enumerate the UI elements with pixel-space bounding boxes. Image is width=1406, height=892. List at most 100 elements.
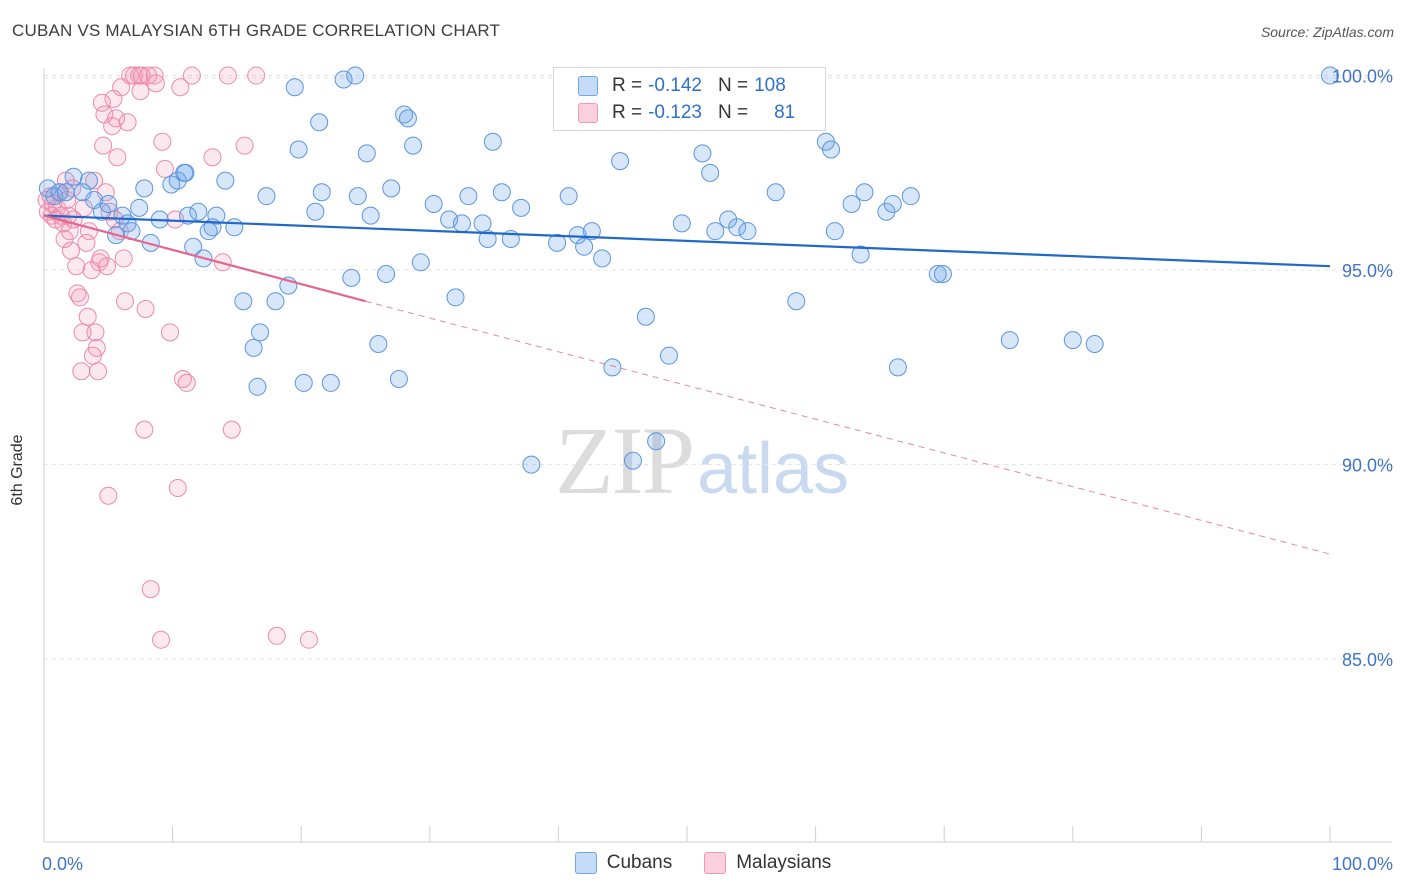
malaysian-point: [135, 420, 154, 439]
cuban-point: [179, 206, 198, 225]
malaysian-point: [155, 159, 174, 178]
cuban-point: [706, 222, 725, 241]
cuban-point: [492, 183, 511, 202]
malaysian-point: [92, 93, 111, 112]
malaysian-point: [77, 233, 96, 252]
cuban-point: [382, 179, 401, 198]
cuban-point: [312, 183, 331, 202]
malaysian-point: [98, 257, 117, 276]
malaysian-point: [62, 241, 81, 260]
cubans-swatch: [578, 76, 598, 96]
y-tick-label: 90.0%: [1342, 456, 1393, 476]
cuban-point: [728, 218, 747, 237]
cuban-point: [672, 214, 691, 233]
cuban-point: [225, 218, 244, 237]
malaysians-trend-extension: [365, 300, 1331, 555]
malaysian-point: [85, 171, 104, 190]
cuban-point: [50, 183, 69, 202]
cuban-point: [1000, 331, 1019, 350]
cuban-point: [883, 194, 902, 213]
malaysian-point: [218, 66, 237, 85]
malaysian-point: [171, 78, 190, 97]
cuban-point: [64, 167, 83, 186]
malaysian-point: [145, 66, 164, 85]
cuban-point: [294, 373, 313, 392]
malaysian-point: [99, 486, 118, 505]
malaysian-point: [78, 307, 97, 326]
cubans-r-label: R =: [612, 75, 643, 96]
malaysian-point: [168, 478, 187, 497]
cuban-point: [766, 183, 785, 202]
cuban-point: [377, 264, 396, 283]
cubans-legend-label: Cubans: [606, 852, 673, 873]
cuban-point: [389, 370, 408, 389]
cuban-point: [611, 152, 630, 171]
cuban-point: [342, 268, 361, 287]
cuban-point: [483, 132, 502, 151]
malaysian-point: [182, 66, 201, 85]
cuban-point: [623, 451, 642, 470]
cuban-point: [248, 377, 267, 396]
malaysians-legend-swatch: [704, 852, 727, 874]
malaysian-point: [72, 362, 91, 381]
malaysian-point: [67, 257, 86, 276]
cuban-point: [176, 163, 195, 182]
cuban-point: [928, 264, 947, 283]
cuban-point: [289, 140, 308, 159]
malaysian-point: [71, 288, 90, 307]
malaysians-swatch: [578, 103, 598, 123]
malaysians-r-label: R =: [612, 102, 643, 123]
cuban-point: [522, 455, 541, 474]
cuban-point: [1063, 331, 1082, 350]
malaysians-n-label: N =: [717, 102, 749, 123]
cuban-point: [135, 179, 154, 198]
malaysian-point: [139, 66, 158, 85]
cuban-point: [719, 210, 738, 229]
x-tick-label-max: 100.0%: [1332, 854, 1393, 874]
malaysian-point: [86, 323, 105, 342]
malaysians-r-value: -0.123: [648, 102, 702, 123]
axes: [43, 68, 1392, 843]
cuban-point: [244, 338, 263, 357]
watermark: ZIPatlas: [555, 405, 849, 516]
cuban-point: [659, 346, 678, 365]
cuban-point: [593, 249, 612, 268]
cuban-point: [56, 183, 75, 202]
cuban-point: [842, 194, 861, 213]
cuban-point: [855, 183, 874, 202]
cuban-point: [473, 214, 492, 233]
legend-row-cubans: R = -0.142 N = 108: [578, 74, 786, 98]
malaysian-point: [118, 113, 137, 132]
chart-title: CUBAN VS MALAYSIAN 6TH GRADE CORRELATION…: [12, 21, 501, 40]
trend-lines: [43, 214, 1331, 555]
cuban-point: [1085, 335, 1104, 354]
cuban-point: [701, 163, 720, 182]
malaysian-point: [177, 373, 196, 392]
cuban-point: [787, 292, 806, 311]
cuban-point: [99, 194, 118, 213]
legend-item-malaysians[interactable]: Malaysians: [704, 852, 831, 874]
malaysian-point: [87, 338, 106, 357]
cuban-point: [189, 202, 208, 221]
y-tick-label: 95.0%: [1342, 261, 1393, 281]
chart-source: Source: ZipAtlas.com: [1260, 24, 1394, 40]
cuban-point: [478, 229, 497, 248]
cuban-point: [306, 202, 325, 221]
cuban-point: [369, 335, 388, 354]
cuban-point: [603, 358, 622, 377]
malaysians-legend-label: Malaysians: [736, 852, 832, 873]
malaysian-point: [222, 420, 241, 439]
legend-item-cubans[interactable]: Cubans: [574, 852, 673, 874]
malaysians-n-value: 81: [774, 102, 796, 123]
malaysian-point: [125, 66, 144, 85]
cuban-point: [822, 140, 841, 159]
malaysian-point: [141, 580, 160, 599]
cuban-point: [357, 144, 376, 163]
cuban-point: [582, 222, 601, 241]
malaysian-point: [116, 292, 135, 311]
malaysian-point: [89, 362, 108, 381]
cuban-point: [168, 171, 187, 190]
malaysian-point: [132, 66, 151, 85]
cubans-trend-line: [43, 214, 1331, 268]
cuban-point: [130, 198, 149, 217]
